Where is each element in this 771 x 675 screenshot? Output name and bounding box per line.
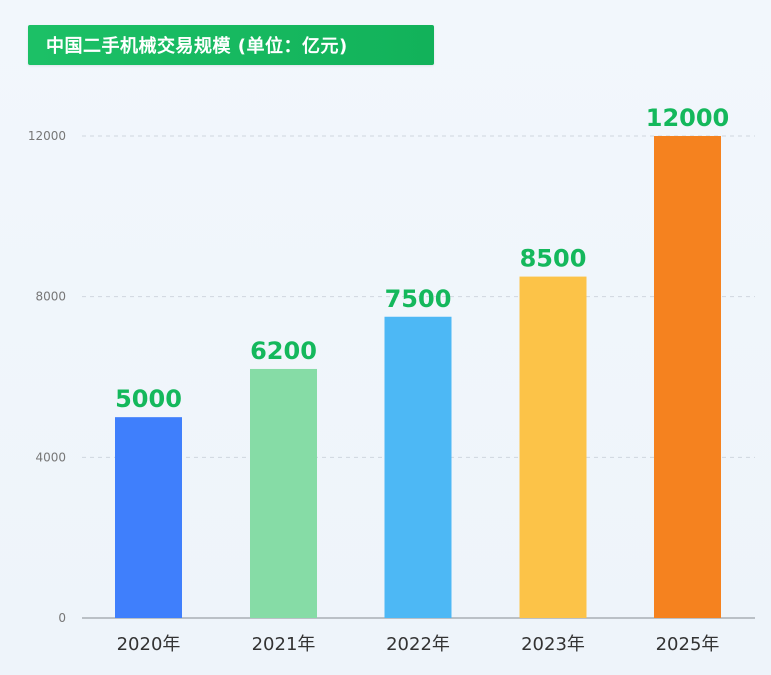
y-tick-label: 12000 (28, 129, 66, 143)
bar (115, 417, 182, 618)
bar (384, 316, 452, 618)
y-tick-label: 4000 (35, 450, 66, 464)
bar (250, 368, 317, 618)
bars (115, 136, 721, 618)
x-tick-label: 2023年 (521, 634, 585, 655)
x-tick-label: 2021年 (252, 634, 316, 655)
data-labels: 5000 6200 7500 8500 12000 (115, 104, 729, 413)
y-tick-label: 8000 (35, 290, 66, 304)
x-tick-label: 2022年 (386, 634, 450, 655)
y-tick-label: 0 (58, 611, 66, 625)
x-axis-ticks: 2020年 2021年 2022年 2023年 2025年 (117, 634, 720, 655)
data-label: 5000 (115, 385, 182, 413)
x-tick-label: 2025年 (656, 634, 720, 655)
chart-title: 中国二手机械交易规模 (单位：亿元) (46, 36, 348, 57)
chart-title-badge: 中国二手机械交易规模 (单位：亿元) (28, 25, 434, 65)
data-label: 6200 (250, 337, 317, 365)
x-tick-label: 2020年 (117, 634, 181, 655)
data-label: 7500 (385, 285, 452, 313)
y-axis-ticks: 0 4000 8000 12000 (28, 129, 66, 625)
data-label: 8500 (520, 245, 587, 273)
bar (519, 276, 587, 618)
data-label: 12000 (646, 104, 730, 132)
bar (654, 136, 721, 618)
